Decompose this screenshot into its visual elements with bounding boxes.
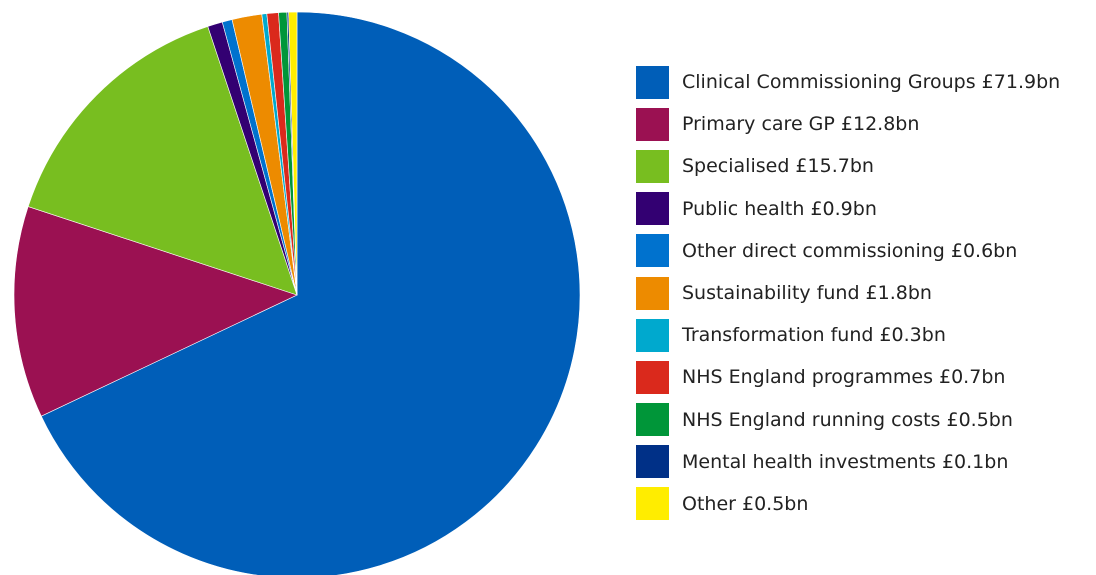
pie-slice-10 — [288, 11, 298, 296]
legend-swatch — [636, 65, 669, 99]
legend-item: NHS England programmes £0.7bn — [636, 356, 1091, 398]
legend-swatch — [636, 149, 669, 183]
legend-label: Transformation fund £0.3bn — [682, 324, 946, 347]
legend-label: Public health £0.9bn — [682, 197, 877, 220]
legend-label: Other direct commissioning £0.6bn — [682, 239, 1018, 262]
legend-item: Other £0.5bn — [636, 483, 1091, 525]
chart-legend: Clinical Commissioning Groups £71.9bn Pri… — [636, 61, 1091, 525]
legend-swatch — [636, 445, 669, 479]
legend-item: Public health £0.9bn — [636, 188, 1091, 230]
legend-item: Primary care GP £12.8bn — [636, 103, 1091, 145]
pie-slice-1 — [13, 206, 298, 417]
legend-swatch — [636, 234, 669, 268]
legend-label: Specialised £15.7bn — [682, 155, 874, 178]
legend-label: NHS England programmes £0.7bn — [682, 366, 1006, 389]
legend-item: Other direct commissioning £0.6bn — [636, 230, 1091, 272]
pie-slice-0 — [40, 11, 581, 575]
legend-swatch — [636, 360, 669, 394]
legend-label: Clinical Commissioning Groups £71.9bn — [682, 71, 1061, 94]
legend-swatch — [636, 403, 669, 437]
legend-label: Primary care GP £12.8bn — [682, 113, 920, 136]
legend-item: Transformation fund £0.3bn — [636, 314, 1091, 356]
legend-item: Sustainability fund £1.8bn — [636, 272, 1091, 314]
legend-item: NHS England running costs £0.5bn — [636, 399, 1091, 441]
legend-swatch — [636, 318, 669, 352]
legend-label: NHS England running costs £0.5bn — [682, 408, 1013, 431]
legend-swatch — [636, 487, 669, 521]
legend-swatch — [636, 276, 669, 310]
legend-label: Other £0.5bn — [682, 492, 809, 515]
legend-swatch — [636, 192, 669, 226]
legend-swatch — [636, 107, 669, 141]
pie-chart — [13, 11, 581, 575]
legend-item: Clinical Commissioning Groups £71.9bn — [636, 61, 1091, 103]
legend-item: Mental health investments £0.1bn — [636, 441, 1091, 483]
legend-item: Specialised £15.7bn — [636, 145, 1091, 187]
legend-label: Mental health investments £0.1bn — [682, 450, 1009, 473]
legend-label: Sustainability fund £1.8bn — [682, 282, 932, 305]
